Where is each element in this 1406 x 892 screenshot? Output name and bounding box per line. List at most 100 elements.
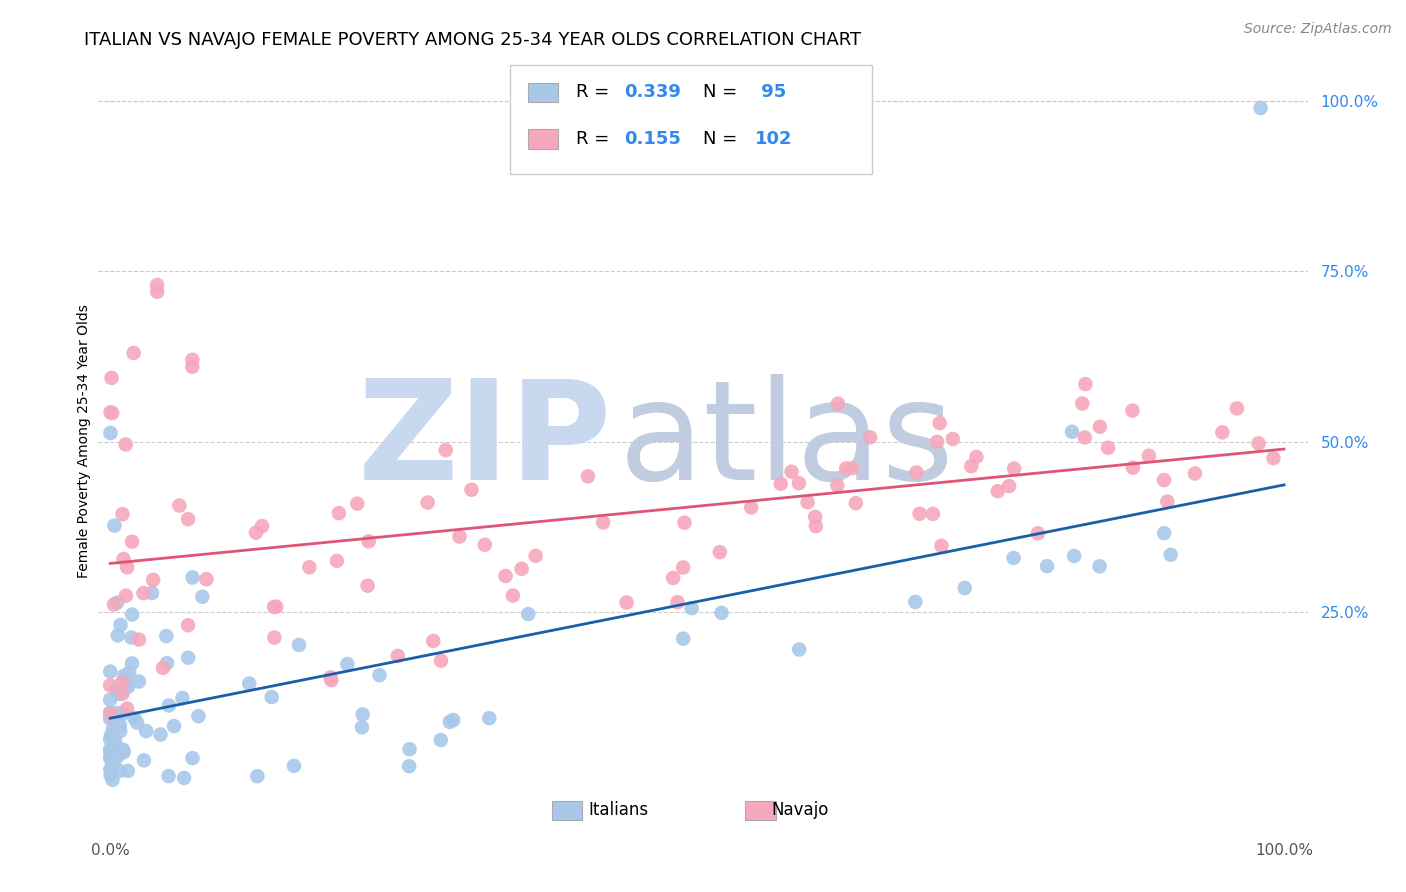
Point [517, 607, 540, 621]
Point [100, 768, 122, 782]
Point [859, 430, 882, 444]
Point [112, 552, 135, 566]
Point [1060, 425, 1083, 439]
Point [346, 497, 368, 511]
Point [157, 769, 180, 783]
Point [149, 727, 172, 741]
Point [181, 570, 204, 584]
Point [387, 648, 409, 663]
Text: ITALIAN VS NAVAJO FEMALE POVERTY AMONG 25-34 YEAR OLDS CORRELATION CHART: ITALIAN VS NAVAJO FEMALE POVERTY AMONG 2… [84, 31, 862, 49]
Point [191, 590, 214, 604]
Point [122, 346, 145, 360]
Point [841, 461, 863, 475]
Point [524, 549, 547, 563]
Point [98, 762, 121, 776]
Point [1250, 101, 1272, 115]
Point [100, 746, 122, 760]
Text: R =: R = [576, 83, 614, 102]
Point [416, 495, 439, 509]
Point [845, 496, 868, 510]
Point [115, 560, 138, 574]
Point [1153, 526, 1175, 541]
Point [142, 573, 165, 587]
Point [173, 771, 195, 785]
Point [673, 516, 696, 530]
Point [146, 277, 169, 292]
Point [357, 534, 380, 549]
Point [98, 706, 121, 720]
Point [112, 706, 135, 721]
Point [238, 676, 260, 690]
Point [1153, 473, 1175, 487]
Point [124, 711, 146, 725]
Point [100, 751, 122, 765]
Point [100, 371, 122, 385]
Text: N =: N = [703, 83, 742, 102]
Point [474, 538, 496, 552]
Point [769, 476, 792, 491]
Point [121, 534, 143, 549]
Point [460, 483, 482, 497]
Point [422, 634, 444, 648]
Point [156, 656, 179, 670]
FancyBboxPatch shape [745, 801, 776, 821]
Point [108, 687, 131, 701]
Point [439, 714, 461, 729]
Point [1137, 449, 1160, 463]
Point [118, 665, 141, 680]
Point [804, 509, 827, 524]
Point [672, 560, 695, 574]
Point [495, 569, 517, 583]
Point [111, 675, 134, 690]
Point [1184, 467, 1206, 481]
Point [101, 739, 124, 754]
Point [1088, 419, 1111, 434]
Point [288, 638, 311, 652]
Point [100, 763, 122, 777]
Point [177, 618, 200, 632]
Point [710, 606, 733, 620]
Point [326, 554, 349, 568]
Point [905, 466, 928, 480]
Point [928, 416, 950, 430]
Point [835, 461, 858, 475]
Point [100, 745, 122, 759]
Point [787, 642, 810, 657]
Point [942, 432, 965, 446]
Point [908, 507, 931, 521]
Point [1247, 436, 1270, 450]
Point [103, 518, 125, 533]
Point [108, 764, 131, 778]
Point [398, 742, 420, 756]
Point [319, 670, 342, 684]
Point [103, 598, 125, 612]
Point [152, 661, 174, 675]
Point [104, 734, 127, 748]
Point [283, 759, 305, 773]
Point [740, 500, 762, 515]
Point [368, 668, 391, 682]
Point [250, 519, 273, 533]
Point [101, 772, 124, 787]
Point [128, 674, 150, 689]
Point [155, 629, 177, 643]
Point [953, 581, 976, 595]
Point [827, 478, 849, 492]
Point [117, 680, 139, 694]
FancyBboxPatch shape [509, 65, 872, 174]
Point [1156, 494, 1178, 508]
FancyBboxPatch shape [527, 83, 558, 102]
Point [135, 724, 157, 739]
Point [181, 352, 204, 367]
Point [804, 519, 827, 533]
Point [336, 657, 359, 672]
Point [105, 684, 128, 698]
Point [1071, 396, 1094, 410]
Point [146, 285, 169, 299]
Text: Navajo: Navajo [770, 801, 828, 819]
Point [112, 743, 135, 757]
Point [430, 733, 453, 747]
Point [1211, 425, 1233, 440]
Text: Italians: Italians [588, 801, 648, 819]
Point [169, 499, 191, 513]
